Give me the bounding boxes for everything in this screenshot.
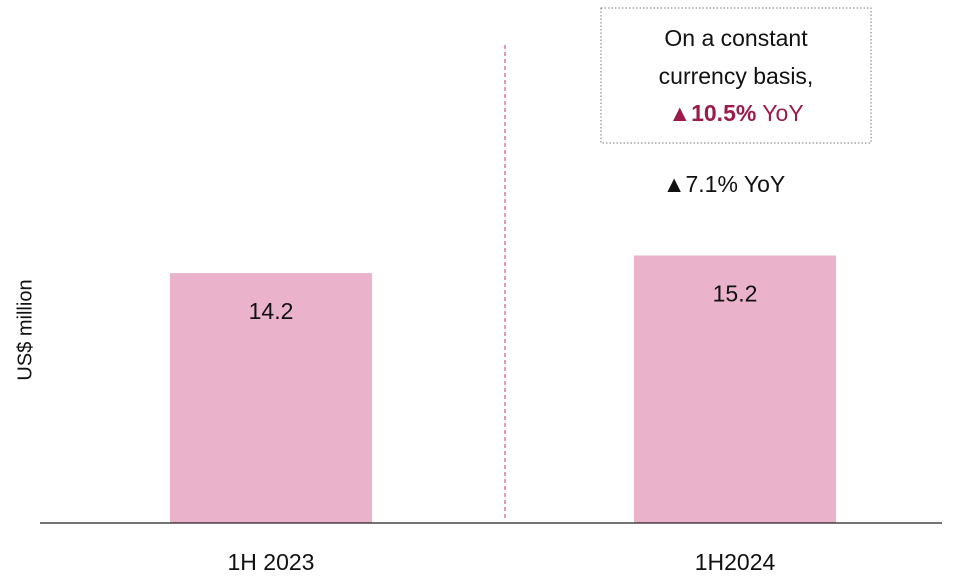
value-label: 14.2 [249, 298, 294, 324]
growth-suffix: YoY [762, 100, 803, 126]
annotation-yoy: ▲7.1% YoY [663, 171, 786, 197]
growth-value: ▲10.5% [668, 100, 756, 126]
bar [634, 255, 836, 524]
annotation-text: currency basis, [659, 63, 814, 89]
y-axis-label: US$ million [14, 279, 36, 380]
annotation-growth: ▲10.5% YoY [668, 100, 803, 126]
bar [170, 273, 372, 523]
annotation-box [600, 7, 872, 144]
annotation-text: On a constant [664, 25, 808, 51]
value-label: 15.2 [713, 281, 758, 307]
x-tick-label: 1H2024 [695, 549, 776, 575]
x-tick-label: 1H 2023 [228, 549, 315, 575]
